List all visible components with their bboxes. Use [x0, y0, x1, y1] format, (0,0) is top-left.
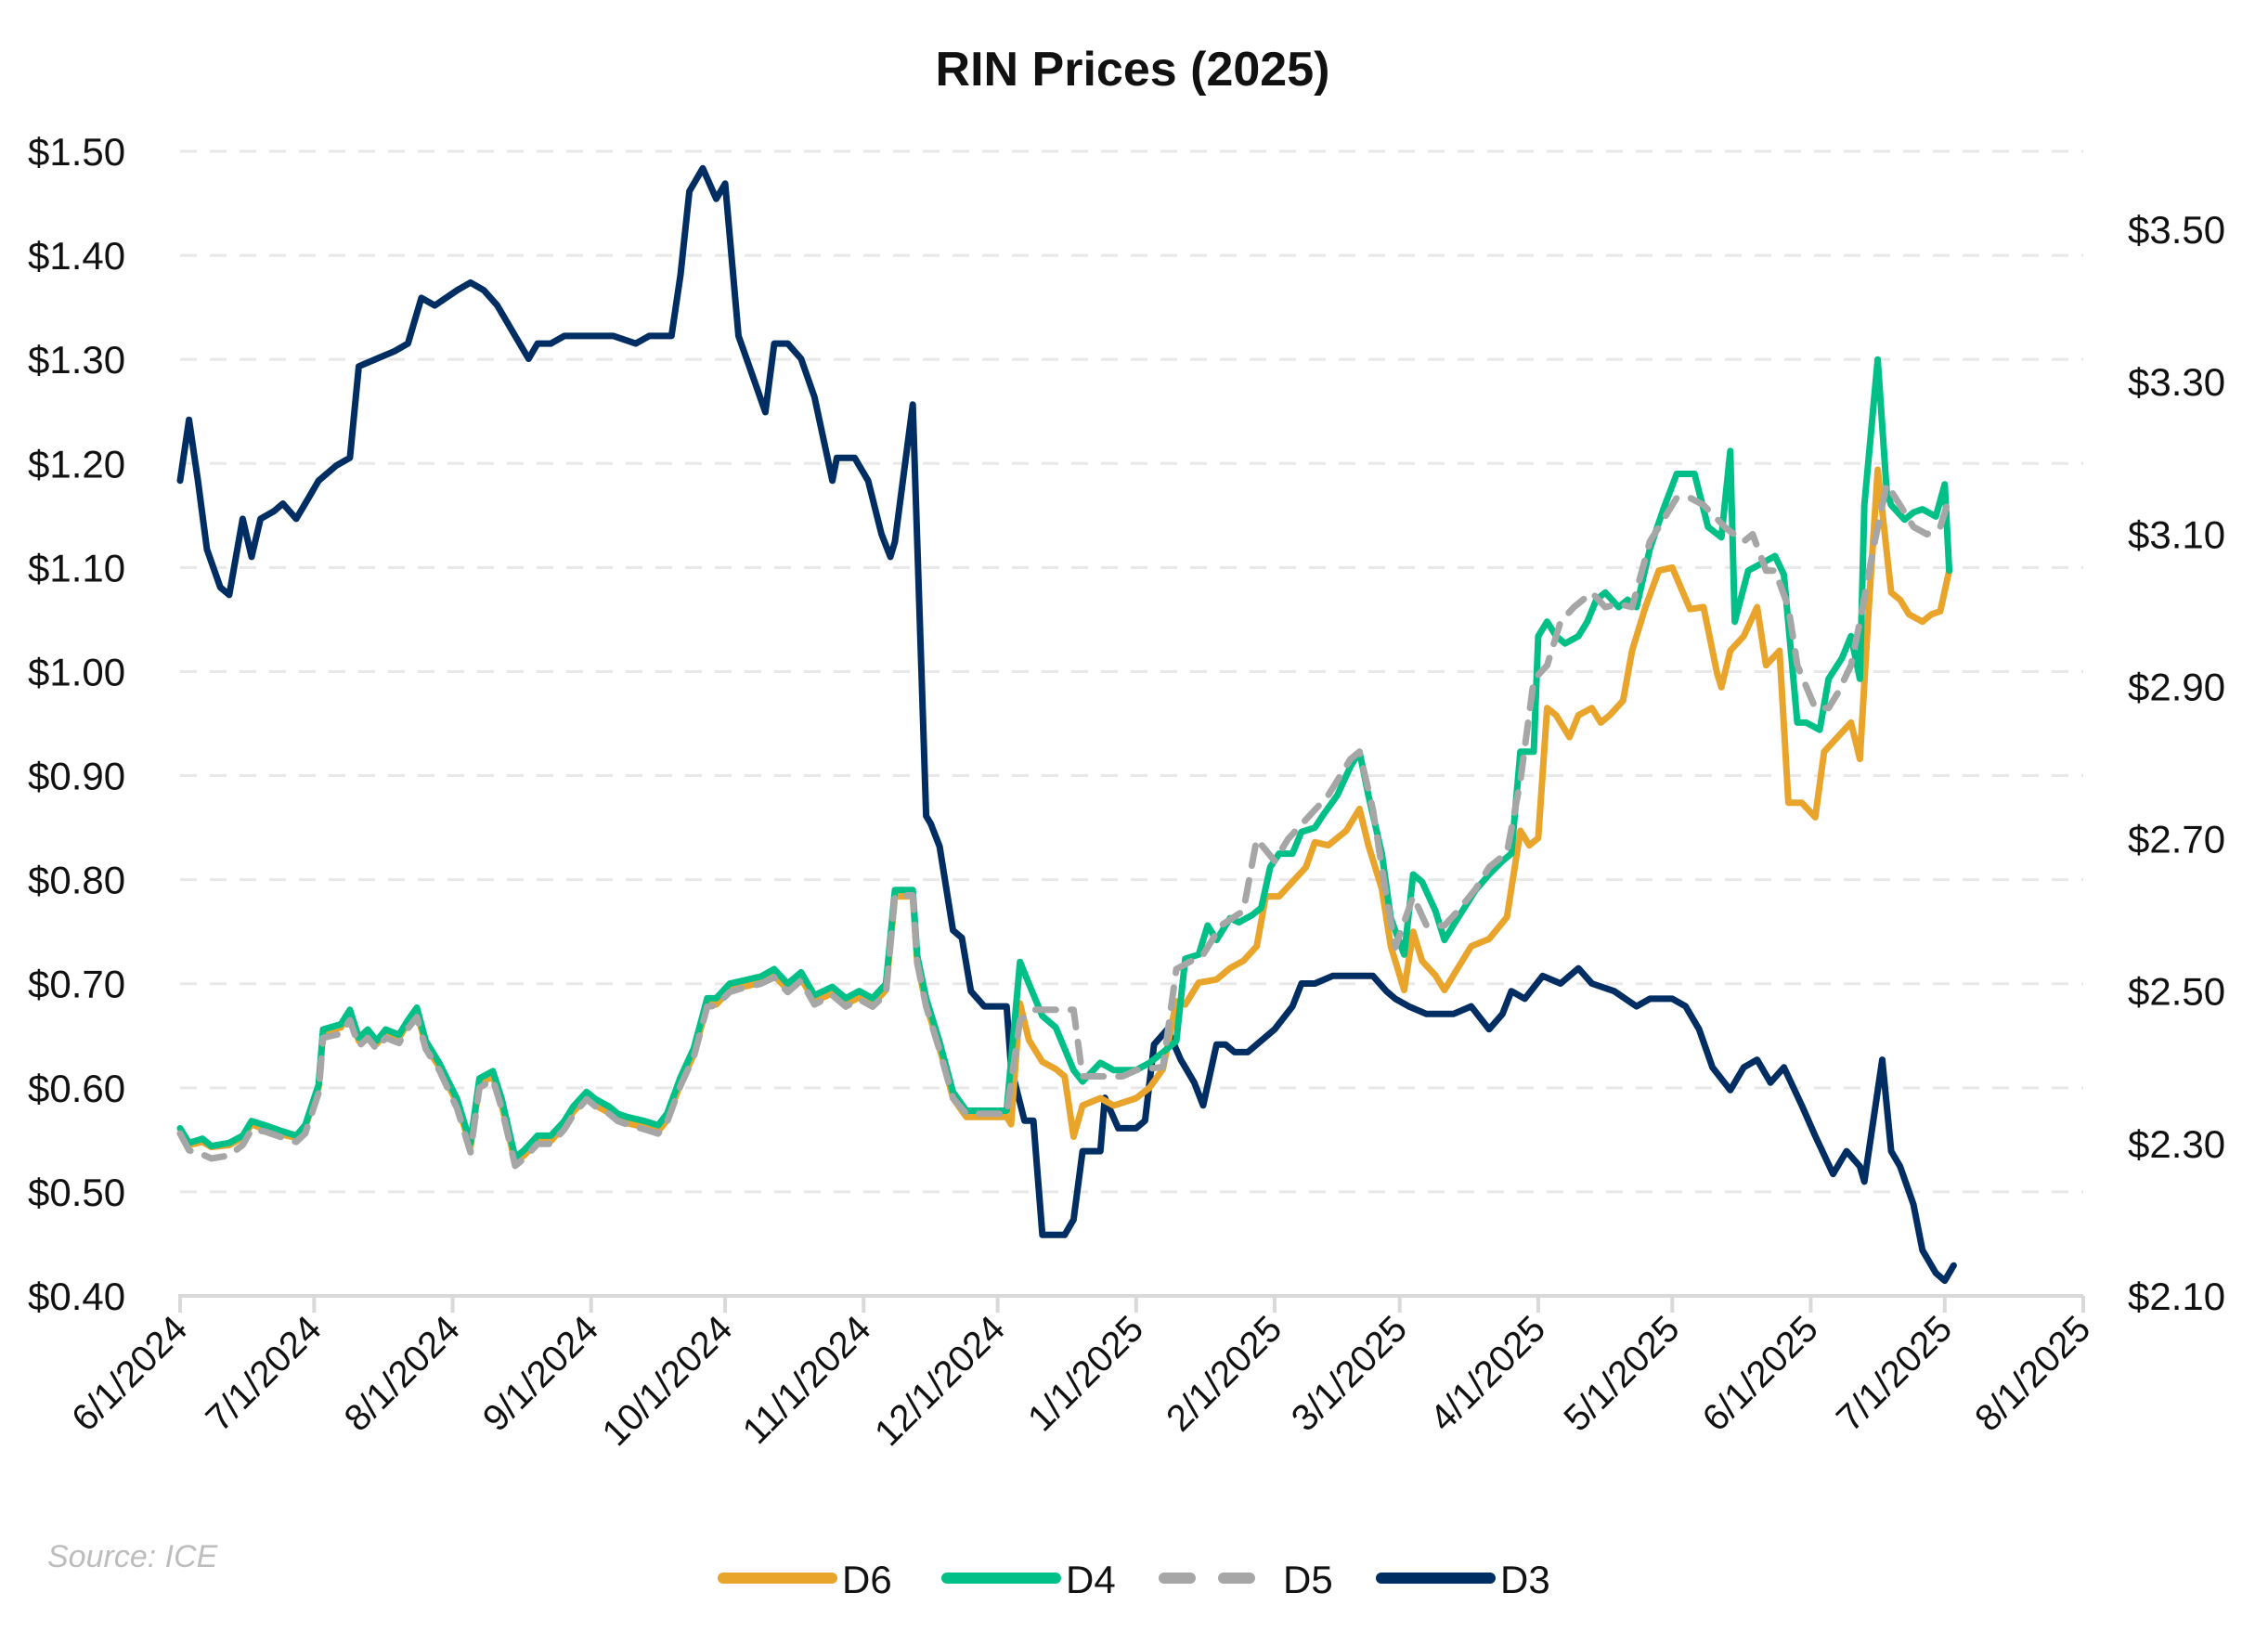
- series-line-d3: [176, 164, 1957, 1285]
- source-note: Source: ICE: [47, 1539, 218, 1574]
- y-right-tick-label: $3.50: [2128, 208, 2225, 252]
- x-tick-label: 12/1/2024: [867, 1308, 1013, 1454]
- y-left-tick-label: $1.20: [28, 442, 125, 485]
- x-tick-label: 6/1/2025: [1695, 1308, 1826, 1439]
- axes: [178, 1294, 2083, 1311]
- x-tick-label: 9/1/2024: [475, 1308, 606, 1439]
- x-tick-label: 4/1/2025: [1422, 1308, 1553, 1439]
- x-axis-ticks: 6/1/2024 7/1/2024 8/1/2024 9/1/202410/1/202…: [64, 1296, 2098, 1454]
- legend-item-d5: D5: [1159, 1558, 1333, 1601]
- y-right-tick-label: $2.30: [2128, 1122, 2225, 1166]
- x-tick-label: 8/1/2025: [1967, 1308, 2098, 1439]
- x-tick-label: 1/1/2025: [1020, 1308, 1151, 1439]
- x-tick-label: 6/1/2024: [64, 1308, 195, 1439]
- series-lines: [176, 164, 1957, 1285]
- y-right-tick-label: $2.70: [2128, 818, 2225, 861]
- y-left-tick-label: $0.80: [28, 859, 125, 902]
- y-left-tick-label: $0.70: [28, 963, 125, 1006]
- series-line-d6: [176, 466, 1953, 1166]
- y-left-tick-label: $0.40: [28, 1275, 125, 1318]
- legend-label: D4: [1066, 1558, 1116, 1601]
- series-line-d4: [176, 356, 1953, 1161]
- y-right-tick-label: $2.90: [2128, 665, 2225, 708]
- legend-label: D3: [1500, 1558, 1550, 1601]
- y-axis-left-ticks: $1.50 $1.40 $1.30 $1.20 $1.10 $1.00 $0.90 $0.80…: [28, 130, 125, 1318]
- x-tick-label: 8/1/2024: [337, 1308, 468, 1439]
- y-right-tick-label: $3.10: [2128, 512, 2225, 556]
- legend-item-d4: D4: [941, 1558, 1116, 1601]
- y-left-tick-label: $1.50: [28, 130, 125, 174]
- x-tick-label: 2/1/2025: [1159, 1308, 1290, 1439]
- y-axis-right-ticks: $3.50 $3.30 $3.10 $2.90 $2.70 $2.50 $2.30 $2.10: [2128, 208, 2225, 1318]
- x-tick-label: 5/1/2025: [1556, 1308, 1687, 1439]
- x-tick-label: 7/1/2024: [199, 1308, 330, 1439]
- y-right-tick-label: $2.10: [2128, 1275, 2225, 1318]
- series-line-d5: [176, 481, 1953, 1170]
- legend: D6 D4 D5 D3: [718, 1558, 1550, 1601]
- chart-title: RIN Prices (2025): [936, 43, 1330, 97]
- x-tick-label: 3/1/2025: [1284, 1308, 1415, 1439]
- x-tick-label: 10/1/2024: [595, 1308, 741, 1454]
- y-left-tick-label: $1.10: [28, 546, 125, 589]
- y-right-tick-label: $3.30: [2128, 360, 2225, 404]
- y-left-tick-label: $1.00: [28, 650, 125, 693]
- legend-label: D6: [842, 1558, 892, 1601]
- y-right-tick-label: $2.50: [2128, 970, 2225, 1014]
- y-left-tick-label: $1.40: [28, 234, 125, 278]
- y-left-tick-label: $0.50: [28, 1171, 125, 1214]
- legend-item-d3: D3: [1376, 1558, 1550, 1601]
- x-tick-label: 11/1/2024: [735, 1308, 879, 1452]
- y-left-tick-label: $1.30: [28, 338, 125, 382]
- y-left-tick-label: $0.60: [28, 1067, 125, 1110]
- y-left-tick-label: $0.90: [28, 755, 125, 798]
- legend-item-d6: D6: [718, 1558, 892, 1601]
- legend-label: D5: [1283, 1558, 1333, 1601]
- x-tick-label: 7/1/2025: [1829, 1308, 1960, 1439]
